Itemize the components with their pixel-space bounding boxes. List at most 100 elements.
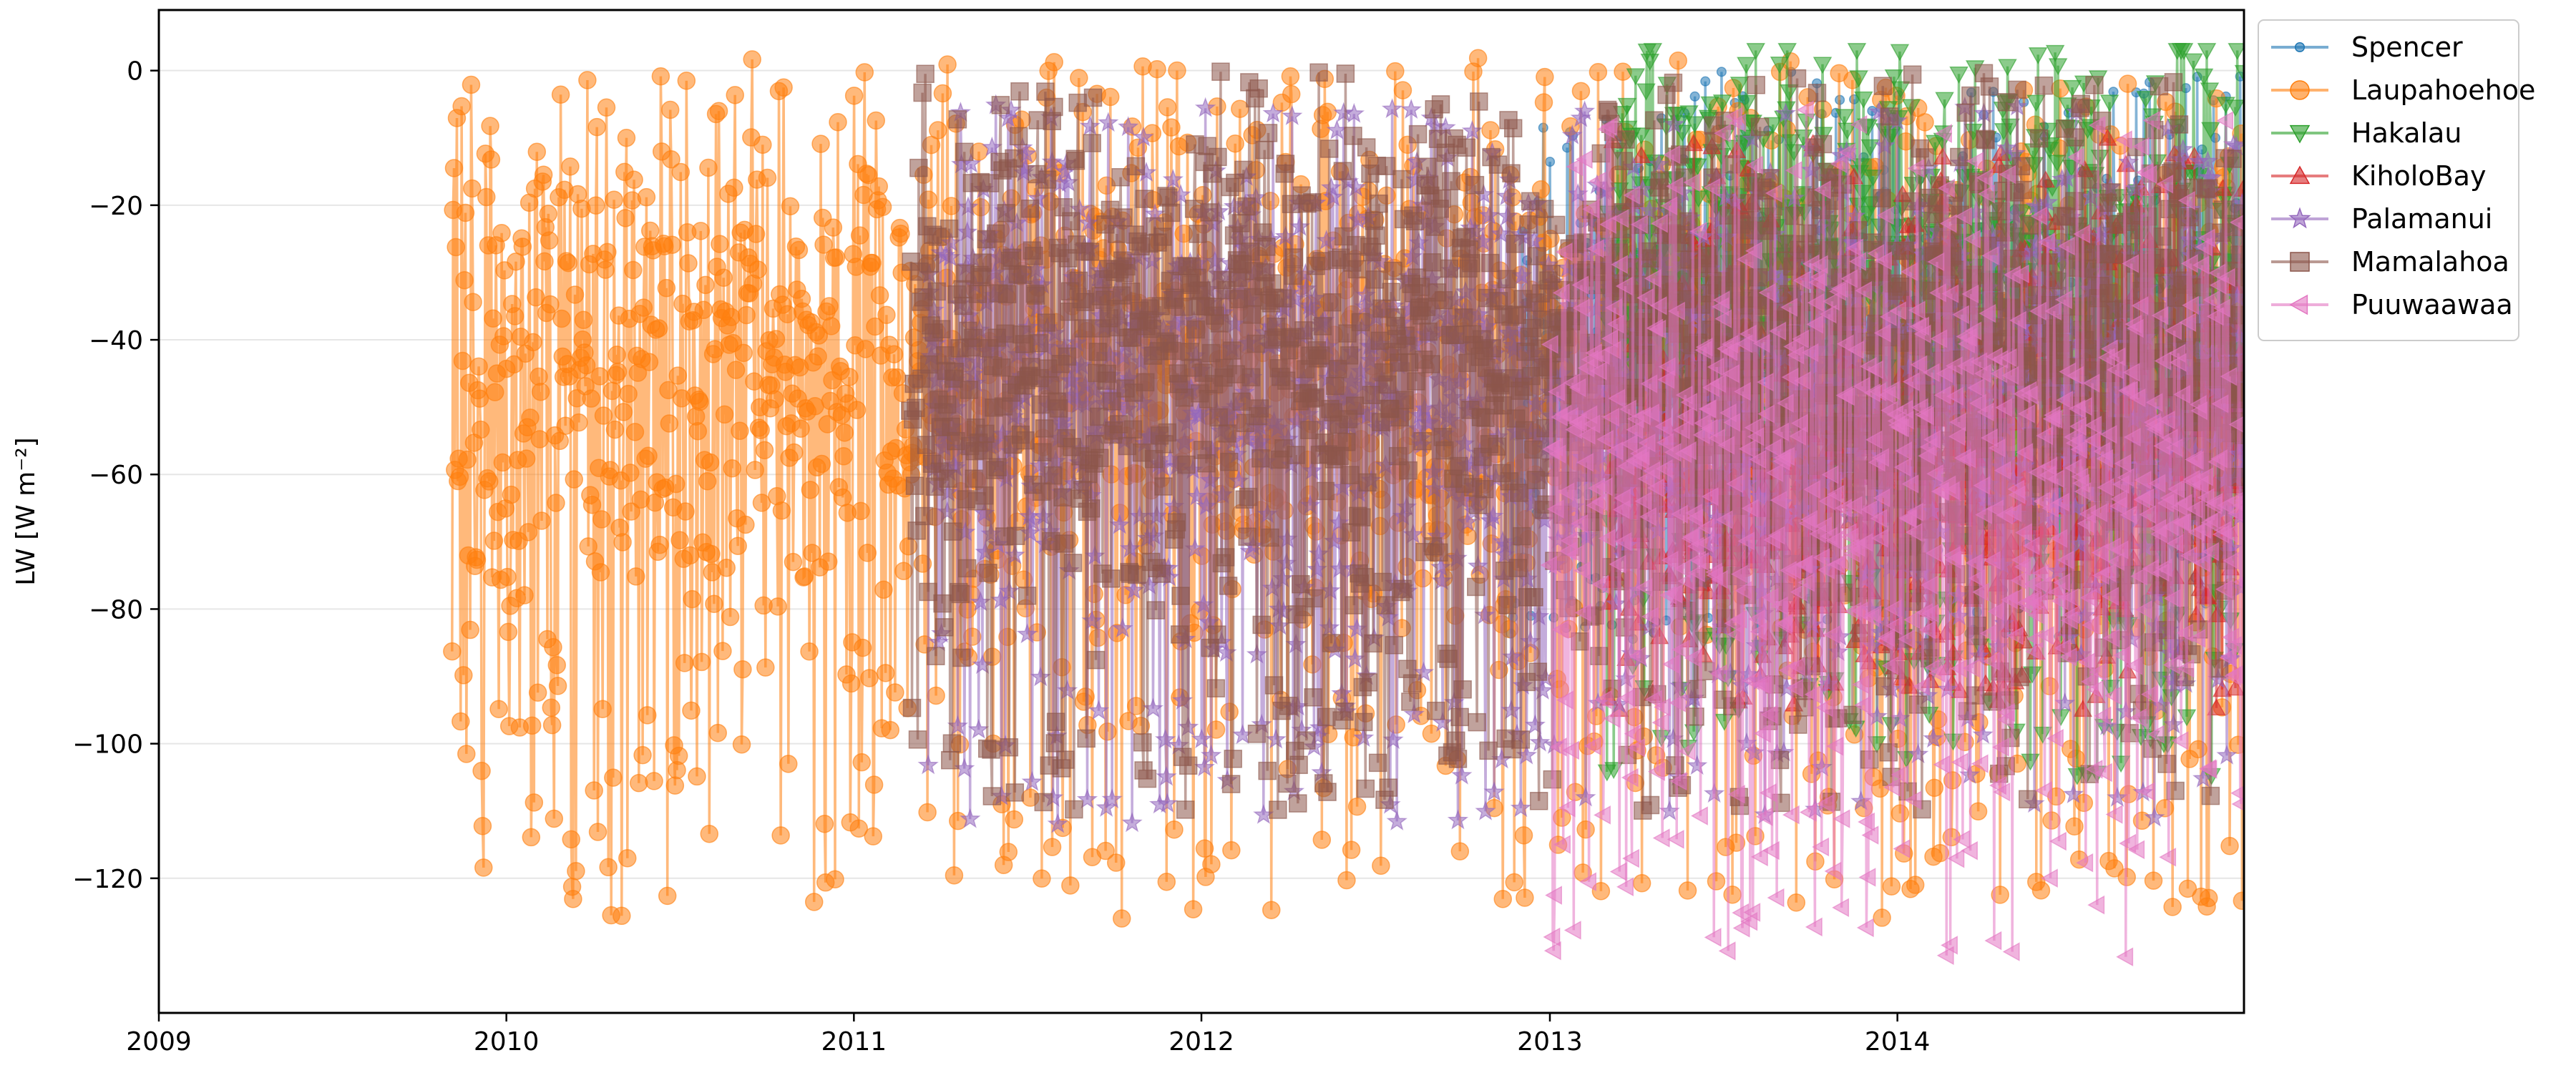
data-point xyxy=(999,843,1018,861)
data-point xyxy=(715,405,734,424)
data-point xyxy=(700,824,719,843)
data-point xyxy=(746,461,764,479)
data-point xyxy=(804,893,824,911)
data-point xyxy=(539,205,558,223)
data-point xyxy=(630,773,648,793)
data-point xyxy=(457,745,476,763)
data-point xyxy=(884,345,904,364)
data-point xyxy=(1112,909,1131,928)
data-point xyxy=(574,310,593,330)
data-point xyxy=(659,381,678,400)
data-point xyxy=(565,285,585,304)
data-point xyxy=(474,858,493,877)
data-point xyxy=(800,642,819,661)
data-point xyxy=(1968,802,1988,820)
data-point xyxy=(621,464,640,482)
data-point xyxy=(650,535,669,554)
data-point xyxy=(2199,888,2218,908)
data-point xyxy=(791,419,810,438)
data-point xyxy=(564,889,582,908)
data-point xyxy=(472,420,490,439)
data-point xyxy=(723,459,741,478)
data-point xyxy=(625,423,645,441)
data-point xyxy=(877,305,896,325)
data-point xyxy=(1165,820,1184,839)
data-point xyxy=(866,317,884,336)
data-point xyxy=(513,237,532,256)
data-point xyxy=(784,552,803,572)
data-point xyxy=(458,450,477,469)
data-point xyxy=(829,113,847,132)
data-point xyxy=(766,330,786,348)
data-point xyxy=(726,361,746,379)
data-point xyxy=(519,523,538,542)
data-point xyxy=(1318,102,1337,122)
data-point xyxy=(699,158,718,177)
data-point xyxy=(826,870,844,888)
data-point xyxy=(806,397,824,416)
data-point xyxy=(614,403,633,421)
data-point xyxy=(722,308,741,327)
data-point xyxy=(545,809,564,828)
data-point xyxy=(778,305,797,323)
data-point xyxy=(809,347,827,366)
data-point xyxy=(579,537,597,556)
data-point xyxy=(864,827,883,846)
data-point xyxy=(1716,67,1727,77)
data-point xyxy=(649,319,668,338)
data-point xyxy=(517,449,536,468)
data-point xyxy=(743,50,761,69)
data-point xyxy=(1070,69,1088,87)
data-point xyxy=(454,666,473,685)
data-point xyxy=(881,720,899,740)
data-point xyxy=(657,278,676,298)
data-point xyxy=(809,326,829,345)
data-point xyxy=(456,203,475,222)
data-point xyxy=(582,496,602,514)
data-point xyxy=(758,168,777,187)
data-point xyxy=(811,134,830,153)
data-point xyxy=(577,356,596,375)
data-point xyxy=(592,510,611,529)
data-point xyxy=(665,776,685,795)
data-point xyxy=(1282,84,1301,104)
data-point xyxy=(608,346,626,364)
data-point xyxy=(561,157,580,176)
data-point xyxy=(593,700,612,719)
data-point xyxy=(472,761,491,780)
data-point xyxy=(484,531,504,550)
data-point xyxy=(887,368,907,387)
data-point xyxy=(683,589,702,609)
data-point xyxy=(604,768,623,787)
data-point xyxy=(522,828,541,847)
data-point xyxy=(781,197,800,216)
data-point xyxy=(1222,841,1241,860)
data-point xyxy=(772,501,791,520)
data-point xyxy=(734,343,753,363)
data-point xyxy=(1669,52,1687,70)
data-point xyxy=(1262,901,1281,919)
data-point xyxy=(756,658,775,677)
data-point xyxy=(547,656,567,675)
data-point xyxy=(668,366,688,385)
data-point xyxy=(1281,67,1300,86)
data-point xyxy=(498,567,517,587)
data-point xyxy=(2144,871,2163,890)
data-point xyxy=(528,683,547,702)
data-point xyxy=(540,231,559,250)
data-point xyxy=(470,389,489,408)
data-point xyxy=(856,340,875,358)
data-point xyxy=(658,886,677,906)
data-point xyxy=(1045,53,1063,72)
data-point xyxy=(731,421,749,441)
data-point xyxy=(1106,853,1126,872)
data-point xyxy=(2065,817,2084,836)
data-point xyxy=(1916,113,1934,132)
data-point xyxy=(859,166,878,185)
data-point xyxy=(455,270,474,290)
data-point xyxy=(582,389,600,408)
data-point xyxy=(1882,877,1901,896)
data-point xyxy=(461,620,479,640)
data-point xyxy=(502,485,521,504)
data-point xyxy=(1890,804,1910,823)
